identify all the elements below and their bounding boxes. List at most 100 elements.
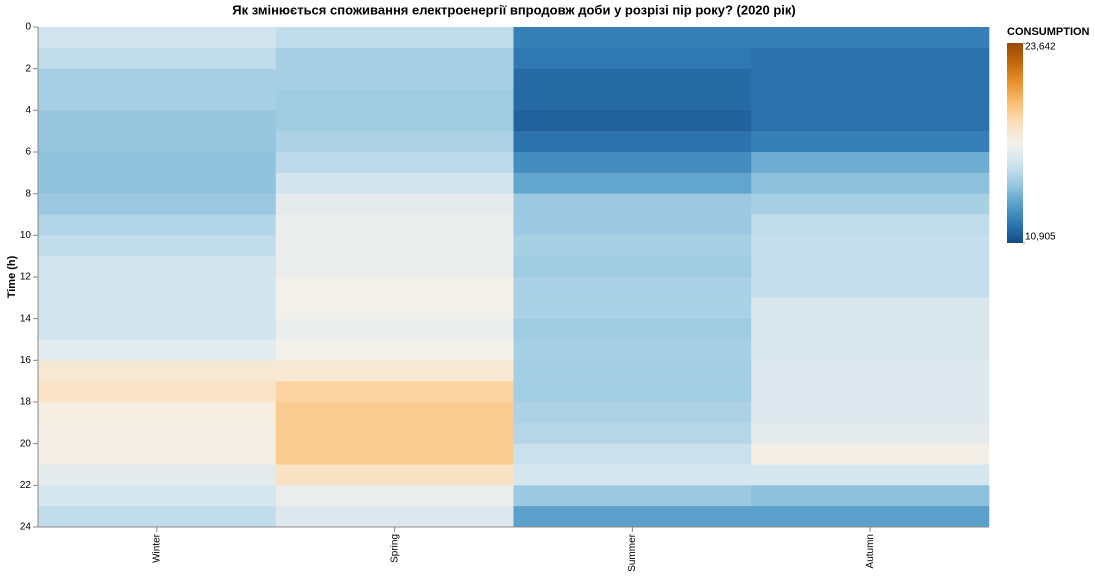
heatmap-cell	[751, 443, 990, 465]
heatmap-cell	[513, 68, 752, 90]
y-tick-label: 0	[25, 22, 31, 33]
heatmap-cell	[513, 360, 752, 382]
heatmap-cell	[275, 68, 514, 90]
heatmap-cell	[513, 172, 752, 194]
y-tick-label: 22	[20, 480, 32, 491]
heatmap-cell	[275, 172, 514, 194]
heatmap-cell	[751, 47, 990, 69]
y-tick-label: 12	[20, 272, 32, 283]
y-tick-label: 14	[20, 313, 32, 324]
heatmap-cell	[751, 256, 990, 278]
heatmap-cell	[275, 402, 514, 424]
heatmap-cell	[751, 235, 990, 257]
heatmap-cell	[751, 318, 990, 340]
heatmap-cell	[751, 464, 990, 486]
heatmap-cell	[513, 47, 752, 69]
heatmap-cell	[38, 47, 277, 69]
heatmap-cell	[275, 422, 514, 444]
heatmap-cell	[751, 360, 990, 382]
heatmap-cell	[38, 110, 277, 132]
x-tick-label: Spring	[389, 534, 400, 563]
heatmap-cell	[275, 506, 514, 528]
heatmap-cell	[751, 27, 990, 49]
heatmap-cell	[513, 485, 752, 507]
heatmap-cell	[275, 318, 514, 340]
heatmap-cell	[513, 422, 752, 444]
heatmap-cell	[275, 464, 514, 486]
heatmap-cell	[751, 172, 990, 194]
heatmap-cell	[751, 381, 990, 403]
heatmap-cell	[275, 256, 514, 278]
heatmap-cell	[275, 193, 514, 215]
heatmap-cell	[751, 277, 990, 299]
y-tick-label: 18	[20, 397, 32, 408]
heatmap-cell	[513, 318, 752, 340]
heatmap-cell	[38, 27, 277, 49]
heatmap-cell	[275, 110, 514, 132]
heatmap-cell	[751, 68, 990, 90]
heatmap-cell	[513, 256, 752, 278]
x-tick-label: Autumn	[865, 534, 876, 568]
heatmap-cell	[275, 214, 514, 236]
legend-label: 23,642	[1025, 42, 1056, 53]
chart-title: Як змінюється споживання електроенергії …	[232, 2, 796, 17]
heatmap-cell	[38, 339, 277, 361]
heatmap-cell	[275, 381, 514, 403]
heatmap-cell	[38, 131, 277, 153]
heatmap-cell	[38, 318, 277, 340]
heatmap-cell	[751, 152, 990, 174]
heatmap-cell	[38, 214, 277, 236]
heatmap-cell	[275, 339, 514, 361]
heatmap-cell	[513, 506, 752, 528]
y-tick-label: 16	[20, 355, 32, 366]
y-tick-label: 6	[25, 147, 31, 158]
heatmap-cell	[513, 152, 752, 174]
y-tick-label: 8	[25, 188, 31, 199]
x-tick-label: Summer	[627, 533, 638, 571]
heatmap-cell	[513, 235, 752, 257]
legend-label: 10,905	[1025, 232, 1056, 243]
heatmap-cell	[275, 47, 514, 69]
heatmap-cell	[751, 402, 990, 424]
heatmap-cell	[513, 277, 752, 299]
legend-title: CONSUMPTION	[1007, 26, 1090, 38]
heatmap-cell	[275, 485, 514, 507]
heatmap-cell	[38, 152, 277, 174]
heatmap-cell	[751, 110, 990, 132]
heatmap-cell	[38, 485, 277, 507]
heatmap-cell	[38, 172, 277, 194]
heatmap-cell	[38, 235, 277, 257]
heatmap-cell	[275, 443, 514, 465]
y-tick-label: 2	[25, 63, 31, 74]
heatmap-cell	[513, 110, 752, 132]
heatmap-cell	[275, 89, 514, 111]
heatmap-cell	[751, 422, 990, 444]
heatmap-cell	[38, 68, 277, 90]
heatmap-cell	[513, 214, 752, 236]
heatmap-cell	[275, 277, 514, 299]
heatmap-cell	[751, 214, 990, 236]
heatmap-cell	[38, 256, 277, 278]
heatmap-cell	[513, 89, 752, 111]
heatmap-cell	[513, 381, 752, 403]
heatmap-cell	[513, 297, 752, 319]
heatmap-cell	[751, 339, 990, 361]
heatmap-cell	[275, 131, 514, 153]
heatmap-cell	[38, 422, 277, 444]
heatmap-cell	[38, 89, 277, 111]
y-axis-label: Time (h)	[6, 255, 18, 298]
heatmap-cell	[38, 506, 277, 528]
heatmap-cell	[38, 464, 277, 486]
heatmap-cell	[275, 27, 514, 49]
heatmap-cell	[751, 193, 990, 215]
y-tick-label: 24	[20, 522, 32, 533]
y-tick-label: 10	[20, 230, 32, 241]
heatmap-cell	[513, 339, 752, 361]
x-tick-label: Winter	[152, 533, 163, 563]
heatmap-cell	[38, 381, 277, 403]
heatmap-cell	[38, 360, 277, 382]
heatmap-cell	[751, 506, 990, 528]
heatmap-cell	[513, 193, 752, 215]
y-tick-label: 20	[20, 438, 32, 449]
